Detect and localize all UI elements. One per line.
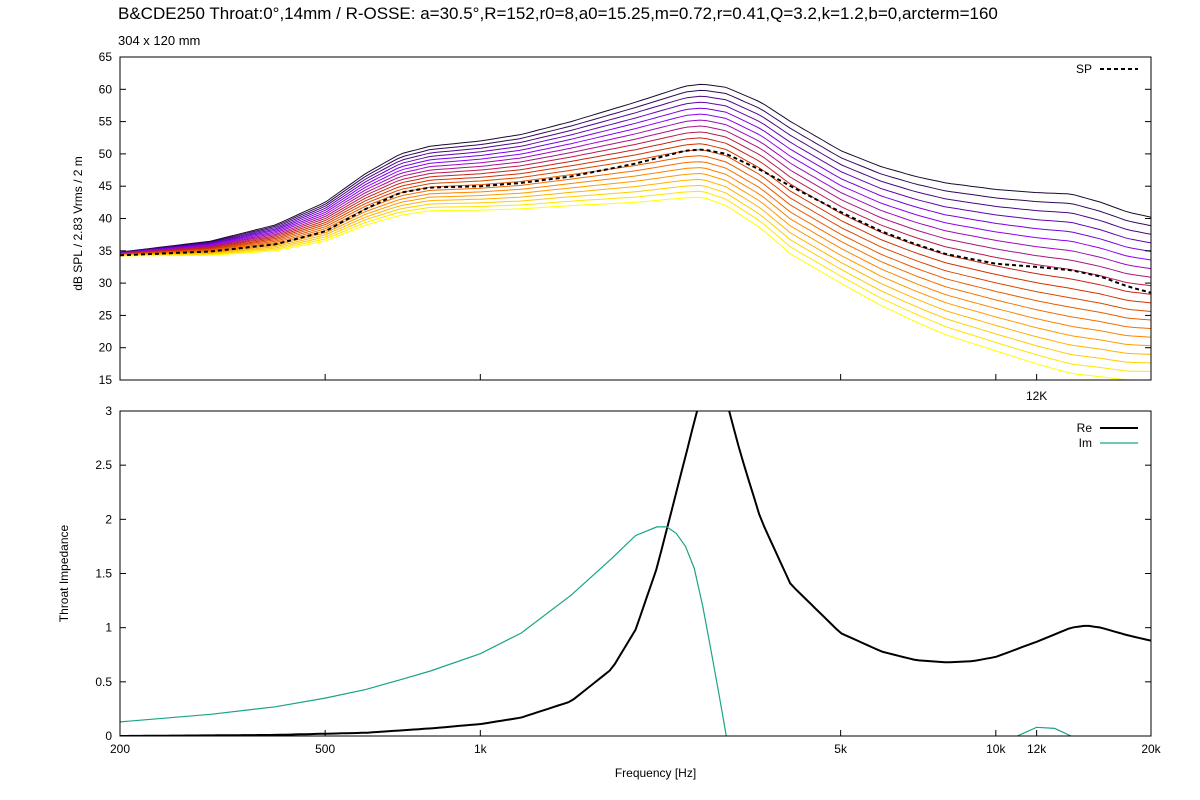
impedance-series-group <box>120 411 1151 736</box>
impedance-plot-frame <box>119 410 1152 737</box>
spl-ytick-label: 40 <box>99 212 113 226</box>
im-impedance-curve <box>120 526 727 736</box>
spl-curve <box>119 113 1152 261</box>
spl-curve <box>119 95 1152 253</box>
frequency-xtick-label: 200 <box>110 742 130 756</box>
spl-ytick-label: 45 <box>99 179 113 193</box>
spl-curve <box>119 178 1152 355</box>
spl-annotation-12k: 12K <box>1026 389 1047 403</box>
spl-curve <box>119 190 1151 372</box>
spl-series-group <box>119 83 1152 381</box>
impedance-ytick-label: 0.5 <box>95 675 112 689</box>
spl-curve <box>119 172 1152 347</box>
spl-curve <box>119 101 1152 254</box>
spl-ticks: 15 20 25 30 35 40 45 50 55 60 65 <box>99 50 1152 387</box>
spl-curve <box>119 167 1152 338</box>
spl-ytick-label: 15 <box>99 373 113 387</box>
im-impedance-curve <box>1016 726 1072 736</box>
spl-ytick-label: 20 <box>99 341 113 355</box>
spl-ytick-label: 25 <box>99 308 113 322</box>
spl-curve <box>119 149 1152 312</box>
frequency-xtick-label: 20k <box>1141 742 1161 756</box>
frequency-xtick-label: 500 <box>315 742 335 756</box>
spl-curve <box>119 131 1152 287</box>
frequency-xtick-label: 1k <box>474 742 488 756</box>
spl-ytick-label: 65 <box>99 50 113 64</box>
spl-y-axis-label: dB SPL / 2.83 Vrms / 2 m <box>71 156 85 291</box>
spl-ytick-label: 35 <box>99 244 113 258</box>
chart-title: B&CDE250 Throat:0°,14mm / R-OSSE: a=30.5… <box>118 4 998 23</box>
spl-ytick-label: 60 <box>99 82 113 96</box>
impedance-y-axis-label: Throat Impedance <box>57 524 71 622</box>
impedance-ytick-label: 3 <box>105 404 112 418</box>
impedance-ytick-label: 2.5 <box>95 458 112 472</box>
spl-curve <box>119 196 1151 381</box>
impedance-ytick-label: 1.5 <box>95 567 112 581</box>
spl-curve <box>119 119 1152 270</box>
spl-curve <box>119 125 1152 278</box>
spl-curve <box>119 184 1152 364</box>
spl-curve <box>119 89 1152 253</box>
spl-curve <box>119 161 1152 330</box>
spl-curve <box>119 107 1152 254</box>
impedance-legend-label: Im <box>1079 436 1092 450</box>
frequency-x-axis-label: Frequency [Hz] <box>615 766 696 780</box>
spl-legend: SP <box>1076 62 1138 76</box>
spl-curve <box>119 137 1152 295</box>
spl-plot-frame <box>119 56 1152 381</box>
spl-legend-label: SP <box>1076 62 1092 76</box>
frequency-xtick-label: 5k <box>834 742 848 756</box>
spl-curve <box>119 155 1152 321</box>
spl-curve <box>119 83 1152 253</box>
spl-curve <box>119 143 1152 304</box>
frequency-xtick-label: 12k <box>1027 742 1047 756</box>
spl-ytick-label: 55 <box>99 115 113 129</box>
impedance-ytick-label: 2 <box>105 512 112 526</box>
impedance-ytick-label: 1 <box>105 621 112 635</box>
chart-subtitle: 304 x 120 mm <box>118 33 201 48</box>
spl-ytick-label: 50 <box>99 147 113 161</box>
impedance-ytick-label: 0 <box>105 729 112 743</box>
spl-reference-group <box>119 148 1152 294</box>
sp-reference-curve <box>119 148 1152 294</box>
frequency-xtick-label: 10k <box>986 742 1006 756</box>
re-impedance-curve <box>120 411 1151 736</box>
impedance-legend-label: Re <box>1077 421 1093 435</box>
impedance-ticks: 0 0.5 1 1.5 2 2.5 3 200 500 1k 5k 10k 12k 20k <box>95 404 1161 756</box>
spl-ytick-label: 30 <box>99 276 113 290</box>
